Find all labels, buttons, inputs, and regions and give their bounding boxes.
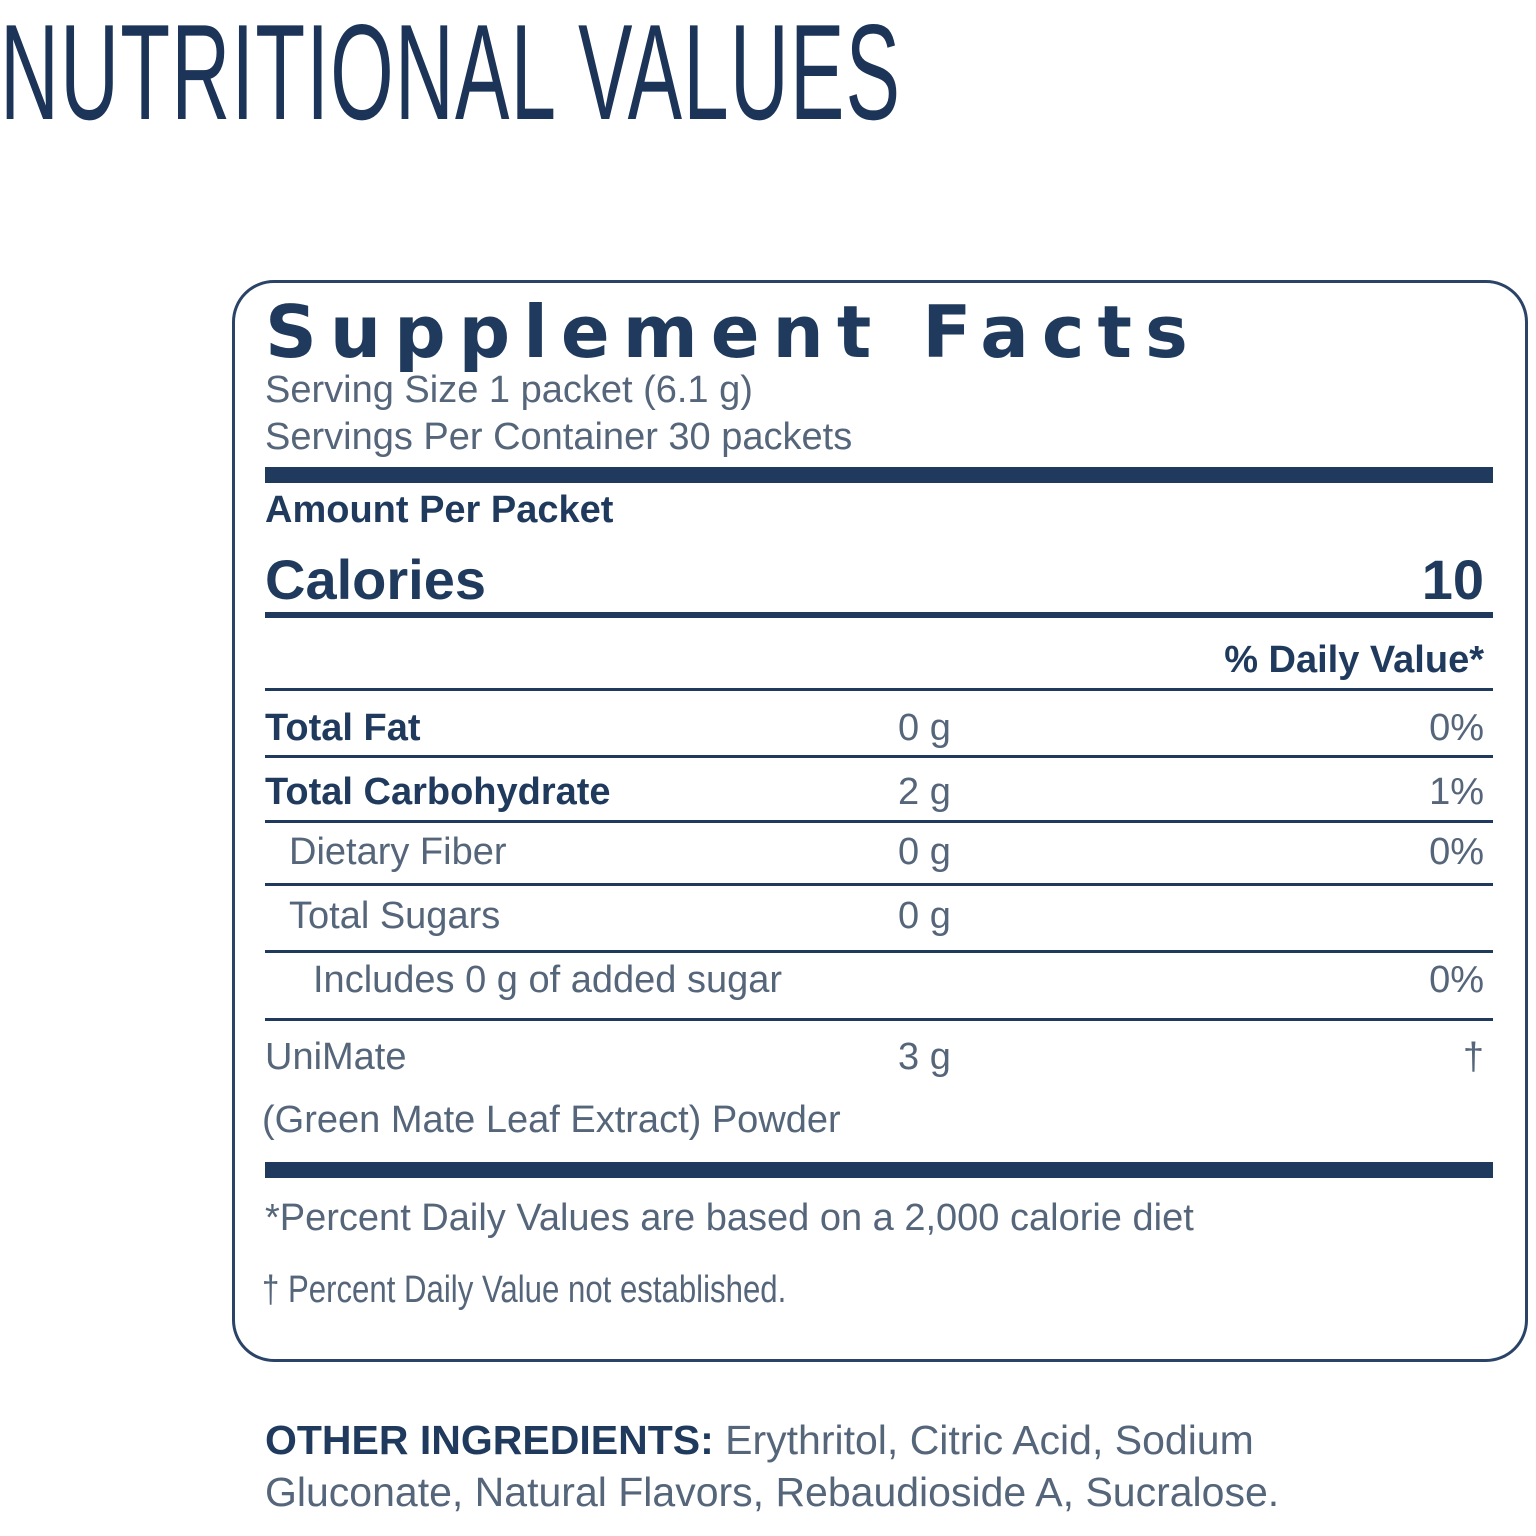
nutrient-amount: 3 g: [898, 1036, 951, 1078]
other-ingredients-label: OTHER INGREDIENTS:: [265, 1417, 714, 1463]
nutrient-amount: 0 g: [898, 895, 951, 937]
nutrient-dv: †: [1462, 1036, 1484, 1078]
daily-value-header: % Daily Value*: [1224, 639, 1484, 681]
nutrient-name: UniMate: [265, 1036, 407, 1078]
nutrient-name: Dietary Fiber: [289, 831, 507, 873]
rule: [265, 688, 1493, 691]
nutrient-name: Total Fat: [265, 707, 421, 749]
calories-label: Calories: [265, 548, 486, 611]
rule: [265, 820, 1493, 823]
other-ingredients: OTHER INGREDIENTS: Erythritol, Citric Ac…: [265, 1414, 1385, 1518]
other-ingredients-text: Erythritol, Citric Acid, Sodium Gluconat…: [265, 1417, 1280, 1515]
thick-rule: [265, 467, 1493, 483]
page-title: NUTRITIONAL VALUES: [0, 0, 902, 148]
facts-title: Supplement Facts: [265, 290, 1201, 374]
nutrient-name: Total Carbohydrate: [265, 771, 611, 813]
nutrient-amount: 0 g: [898, 707, 951, 749]
nutrient-dv: 0%: [1429, 959, 1484, 1001]
nutrient-dv: 0%: [1429, 831, 1484, 873]
rule: [265, 883, 1493, 886]
footnote: † Percent Daily Value not established.: [262, 1269, 787, 1311]
thick-rule: [265, 1162, 1493, 1178]
calories-value: 10: [1421, 548, 1484, 611]
servings-per-container: Servings Per Container 30 packets: [265, 416, 853, 458]
nutrient-amount: 0 g: [898, 831, 951, 873]
rule: [265, 612, 1493, 618]
amount-per: Amount Per Packet: [265, 489, 614, 531]
rule: [265, 755, 1493, 758]
serving-size: Serving Size 1 packet (6.1 g): [265, 369, 753, 411]
rule: [265, 950, 1493, 953]
nutrient-name: Total Sugars: [289, 895, 501, 937]
rule: [265, 1018, 1493, 1021]
footnote: *Percent Daily Values are based on a 2,0…: [265, 1197, 1194, 1239]
nutrient-amount: 2 g: [898, 771, 951, 813]
nutrient-dv: 1%: [1429, 771, 1484, 813]
nutrient-dv: 0%: [1429, 707, 1484, 749]
nutrient-subname: (Green Mate Leaf Extract) Powder: [262, 1099, 841, 1141]
nutrient-name: Includes 0 g of added sugar: [313, 959, 783, 1001]
facts-box: [232, 280, 1528, 1362]
